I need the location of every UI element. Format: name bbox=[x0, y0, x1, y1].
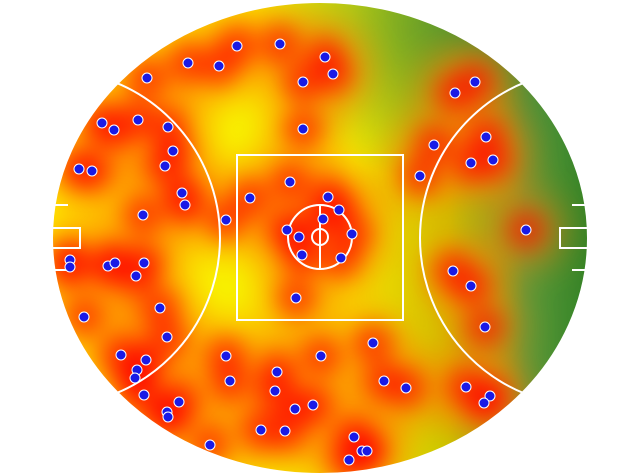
point bbox=[378, 375, 390, 387]
point bbox=[520, 224, 532, 236]
point bbox=[220, 214, 232, 226]
point bbox=[447, 265, 459, 277]
point bbox=[224, 375, 236, 387]
point bbox=[162, 121, 174, 133]
point bbox=[317, 213, 329, 225]
point bbox=[322, 191, 334, 203]
point bbox=[315, 350, 327, 362]
point bbox=[231, 40, 243, 52]
point bbox=[179, 199, 191, 211]
point bbox=[220, 350, 232, 362]
point bbox=[479, 321, 491, 333]
goal-square bbox=[559, 227, 588, 249]
point bbox=[400, 382, 412, 394]
point bbox=[414, 170, 426, 182]
point bbox=[140, 354, 152, 366]
centre-square bbox=[236, 154, 404, 321]
point bbox=[307, 399, 319, 411]
point bbox=[279, 425, 291, 437]
point bbox=[244, 192, 256, 204]
point bbox=[290, 292, 302, 304]
field-lines bbox=[52, 69, 588, 407]
point bbox=[348, 431, 360, 443]
point bbox=[460, 381, 472, 393]
point bbox=[284, 176, 296, 188]
point bbox=[73, 163, 85, 175]
point bbox=[182, 57, 194, 69]
point bbox=[115, 349, 127, 361]
point bbox=[449, 87, 461, 99]
point bbox=[154, 302, 166, 314]
point bbox=[130, 270, 142, 282]
point bbox=[361, 445, 373, 457]
point bbox=[319, 51, 331, 63]
point bbox=[343, 454, 355, 466]
point bbox=[297, 76, 309, 88]
point bbox=[333, 204, 345, 216]
point bbox=[159, 160, 171, 172]
point bbox=[469, 76, 481, 88]
point bbox=[255, 424, 267, 436]
point bbox=[293, 231, 305, 243]
point bbox=[289, 403, 301, 415]
point bbox=[173, 396, 185, 408]
point bbox=[465, 157, 477, 169]
point bbox=[86, 165, 98, 177]
point bbox=[167, 145, 179, 157]
point bbox=[327, 68, 339, 80]
arc-50m bbox=[52, 69, 221, 407]
point bbox=[96, 117, 108, 129]
goal-square bbox=[52, 227, 81, 249]
point bbox=[297, 123, 309, 135]
point bbox=[367, 337, 379, 349]
arc-50m bbox=[419, 69, 588, 407]
point bbox=[487, 154, 499, 166]
point bbox=[480, 131, 492, 143]
point bbox=[138, 389, 150, 401]
point bbox=[129, 372, 141, 384]
point bbox=[204, 439, 216, 451]
point bbox=[465, 280, 477, 292]
point bbox=[335, 252, 347, 264]
point bbox=[161, 331, 173, 343]
point bbox=[213, 60, 225, 72]
points bbox=[64, 38, 532, 466]
point bbox=[138, 257, 150, 269]
point bbox=[428, 139, 440, 151]
point bbox=[64, 261, 76, 273]
point bbox=[78, 311, 90, 323]
point bbox=[484, 390, 496, 402]
point bbox=[296, 249, 308, 261]
point bbox=[108, 124, 120, 136]
point bbox=[269, 385, 281, 397]
point bbox=[162, 411, 174, 423]
point bbox=[109, 257, 121, 269]
point bbox=[281, 224, 293, 236]
point bbox=[132, 114, 144, 126]
point bbox=[176, 187, 188, 199]
boundary bbox=[51, 1, 589, 475]
point bbox=[478, 397, 490, 409]
point bbox=[137, 209, 149, 221]
point bbox=[141, 72, 153, 84]
point bbox=[346, 228, 358, 240]
point bbox=[274, 38, 286, 50]
point bbox=[271, 366, 283, 378]
